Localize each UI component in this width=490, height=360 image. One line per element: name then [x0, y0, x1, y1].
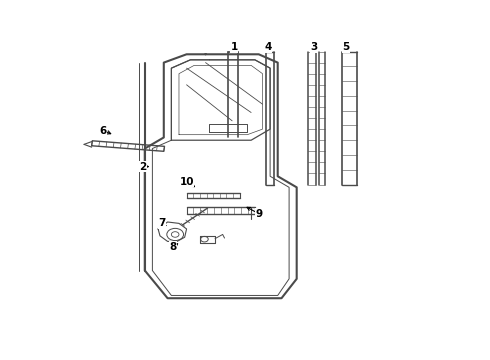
Text: 6: 6 — [99, 126, 107, 135]
Text: 8: 8 — [170, 242, 177, 252]
Text: 7: 7 — [158, 219, 166, 228]
Text: 2: 2 — [139, 162, 147, 172]
Text: 4: 4 — [265, 42, 272, 52]
Text: 3: 3 — [310, 42, 318, 52]
Text: 1: 1 — [230, 42, 238, 52]
Text: 9: 9 — [255, 209, 262, 219]
Text: 10: 10 — [179, 177, 194, 187]
Text: 5: 5 — [343, 42, 350, 52]
